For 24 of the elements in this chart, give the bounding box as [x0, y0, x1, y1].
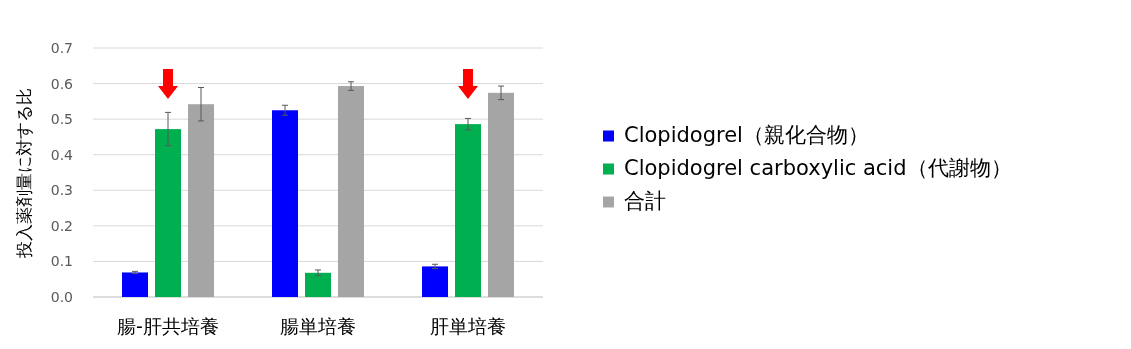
y-tick-label: 0.7: [50, 40, 73, 56]
bar: [488, 92, 514, 297]
bar: [455, 124, 481, 297]
x-tick-label: 腸単培養: [280, 315, 356, 337]
y-tick-label: 0.0: [50, 289, 73, 305]
bar: [122, 272, 148, 297]
y-tick-label: 0.6: [50, 75, 74, 92]
legend-label: 合計: [624, 188, 666, 213]
x-tick-label: 肝単培養: [430, 315, 506, 337]
bar: [422, 266, 448, 297]
y-tick-label: 0.4: [50, 146, 74, 163]
y-tick-label: 0.1: [50, 253, 73, 270]
x-tick-label: 腸-肝共培養: [117, 315, 219, 337]
bar: [155, 129, 181, 297]
legend-label: Clopidogrel（親化合物）: [624, 122, 869, 147]
bar: [338, 86, 364, 297]
legend-label: Clopidogrel carboxylic acid（代謝物）: [624, 155, 1012, 180]
y-tick-label: 0.2: [50, 217, 73, 234]
bar: [305, 272, 331, 297]
y-tick-label: 0.5: [50, 111, 73, 128]
y-axis-title: 投入薬剤量に対する比: [14, 87, 34, 259]
bar: [272, 110, 298, 297]
y-tick-label: 0.3: [50, 182, 73, 199]
bar: [188, 104, 214, 297]
